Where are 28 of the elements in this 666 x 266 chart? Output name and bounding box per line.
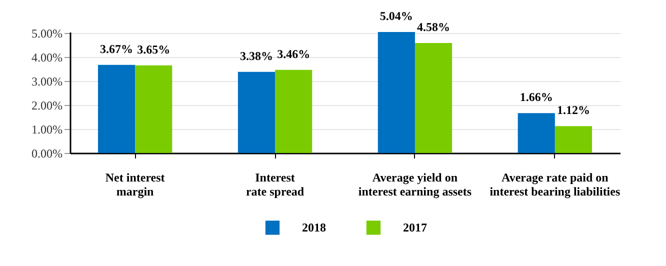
text: 5.04% xyxy=(380,9,413,23)
y-tick-label: 3.00% xyxy=(32,74,62,88)
text: 3.46% xyxy=(277,46,310,61)
bar xyxy=(135,65,172,153)
bar xyxy=(414,43,452,153)
bar xyxy=(238,72,276,153)
y-tick-label: 0.00% xyxy=(32,146,62,160)
y-tick-label: 1.00% xyxy=(32,122,62,136)
y-tick-label: 5.00% xyxy=(32,26,62,40)
text: 3.67% xyxy=(100,42,134,56)
y-tick-label: 2.00% xyxy=(32,98,62,112)
text: 3.38% xyxy=(240,48,273,63)
text: 3.65% xyxy=(137,42,170,56)
text: 4.58% xyxy=(417,20,450,34)
x-tick-label: Average yield on interest earning assets xyxy=(358,170,472,198)
x-tick-label: Net interest margin xyxy=(105,170,165,198)
legend-label: 2018 xyxy=(302,220,326,235)
text: 1.66% xyxy=(520,90,553,104)
text: 1.12% xyxy=(556,103,590,118)
bar xyxy=(378,32,415,153)
bar xyxy=(518,113,555,153)
y-tick-label: 4.00% xyxy=(32,50,62,64)
bar xyxy=(98,64,136,153)
x-tick-label: Interest rate spread xyxy=(246,170,304,198)
bar xyxy=(275,70,312,153)
legend-label: 2017 xyxy=(403,220,427,235)
x-tick-label: Average rate paid on interest bearing liabilities xyxy=(490,170,620,198)
bar xyxy=(554,126,592,153)
